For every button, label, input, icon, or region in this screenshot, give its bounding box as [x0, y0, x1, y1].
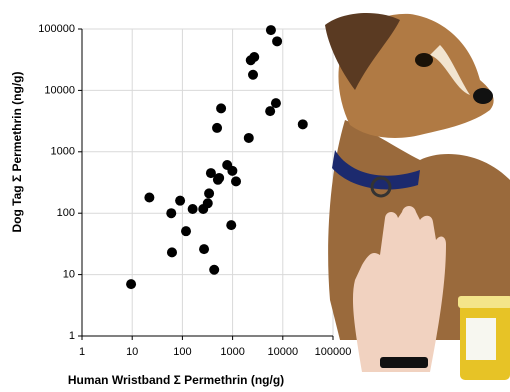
point [175, 195, 186, 206]
collar-ring [370, 176, 392, 198]
point [214, 172, 225, 183]
x-axis-title: Human Wristband Σ Permethrin (ng/g) [68, 373, 284, 387]
point [265, 106, 276, 117]
point [209, 264, 220, 275]
point [216, 103, 227, 114]
point [227, 165, 238, 176]
x-tick-label: 10 [126, 346, 138, 358]
point [187, 204, 198, 215]
photo-overlay [325, 13, 510, 380]
x-tick-label: 100 [173, 346, 191, 358]
y-tick-label: 1000 [51, 146, 75, 158]
point [204, 188, 215, 199]
point [270, 98, 281, 109]
point [166, 247, 177, 258]
x-tick-label: 10000 [268, 346, 299, 358]
x-tick-label: 1 [79, 346, 85, 358]
y-tick-label: 10000 [44, 84, 75, 96]
dog-nose [473, 88, 493, 104]
dog-blaze [430, 45, 470, 95]
point [226, 220, 237, 231]
point [272, 36, 283, 47]
hand [352, 206, 446, 372]
y-tick-label: 1 [69, 330, 75, 342]
x-tick-label: 100000 [315, 346, 352, 358]
y-tick-label: 10 [63, 269, 75, 281]
dog-collar [332, 150, 420, 190]
point [199, 244, 210, 255]
dog-eye [415, 53, 433, 67]
point [249, 51, 260, 62]
point [205, 168, 216, 179]
point [212, 122, 223, 133]
jar-lid [458, 296, 510, 308]
point [248, 69, 259, 80]
jar-label [466, 318, 496, 360]
plot-area: 1 10 100 1000 10000 100000 1 10 100 1000 10000 1000… [38, 23, 351, 358]
y-axis-title: Dog Tag Σ Permethrin (ng/g) [10, 72, 24, 233]
point [126, 279, 137, 290]
dog-ear [325, 13, 400, 90]
point [202, 198, 213, 209]
point [231, 176, 242, 187]
point [166, 208, 177, 219]
y-tick-label: 100 [57, 207, 75, 219]
y-tick-label: 100000 [38, 23, 75, 35]
point [181, 226, 192, 237]
x-tick-label: 1000 [220, 346, 244, 358]
wristband [380, 357, 428, 368]
point [243, 132, 254, 143]
point [297, 119, 308, 130]
point [144, 192, 155, 203]
point [265, 25, 276, 36]
